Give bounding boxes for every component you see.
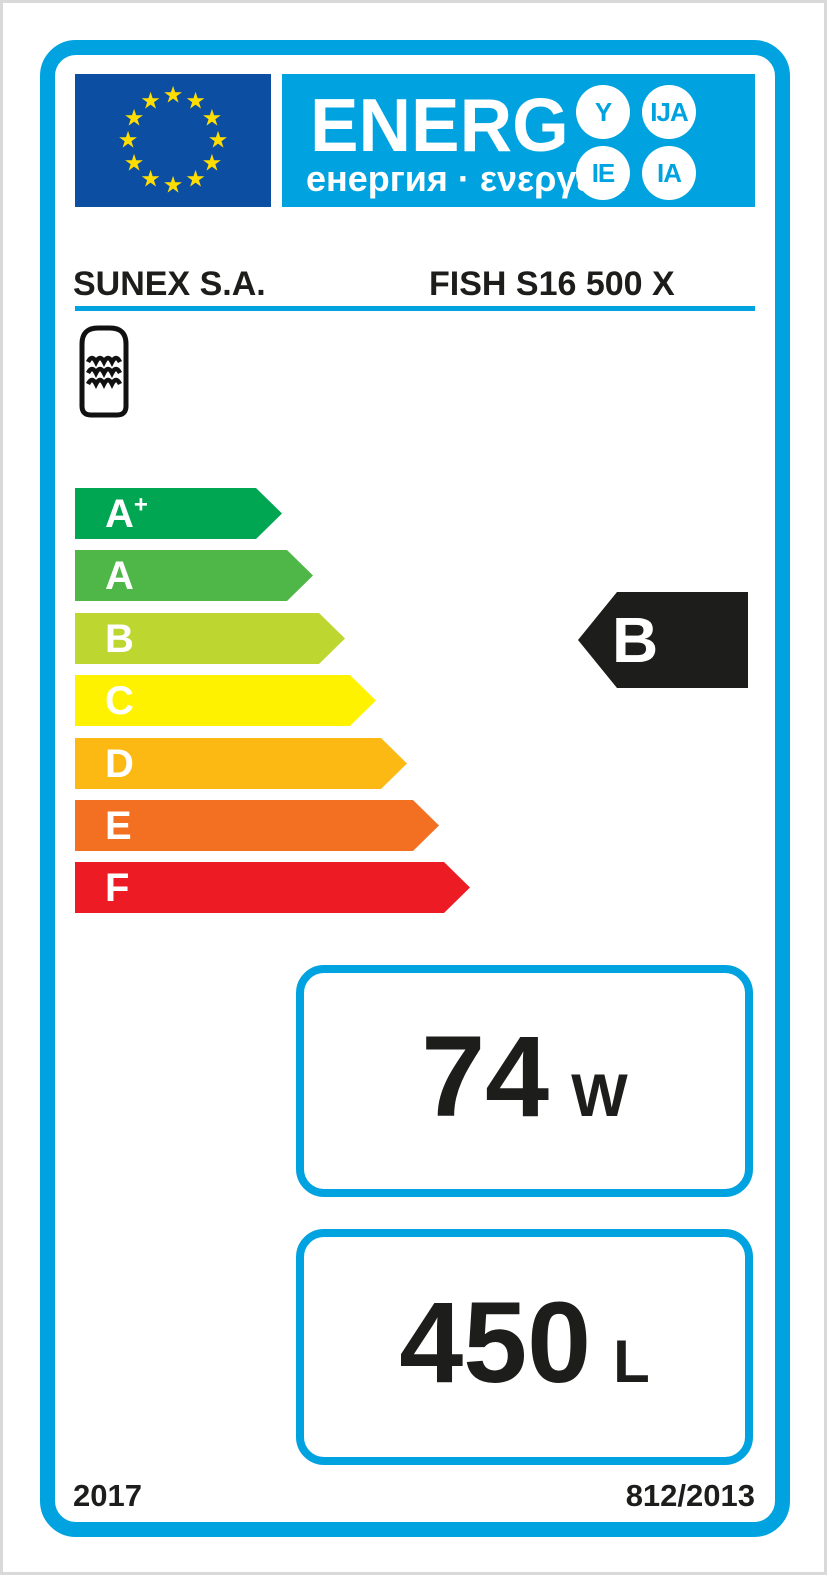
standing-loss-box: 74 W	[296, 965, 753, 1197]
language-badge-y: Y	[576, 85, 630, 139]
eu-star-icon: ★	[117, 126, 139, 153]
eu-star-icon: ★	[201, 104, 223, 130]
grade-letter: A+	[105, 491, 148, 536]
energy-logo-subtitle: енергия · ενεργεια	[306, 158, 626, 200]
eu-star-icon: ★	[140, 87, 161, 114]
standing-loss-unit: W	[571, 1062, 628, 1129]
rating-arrow-e: E	[75, 800, 439, 851]
regulation-number: 812/2013	[625, 1478, 755, 1513]
storage-volume-unit: L	[613, 1328, 650, 1395]
eu-flag: ★ ★ ★ ★ ★ ★ ★ ★ ★ ★ ★ ★	[75, 74, 271, 207]
rating-indicator-arrow: B	[578, 592, 748, 688]
eu-star-icon: ★	[162, 81, 184, 108]
eu-star-icon: ★	[140, 165, 161, 192]
grade-superscript: +	[133, 491, 148, 519]
grade-letter: F	[105, 865, 130, 910]
standing-loss-text: 74 W	[421, 1011, 628, 1143]
language-badge-ie: IE	[576, 146, 630, 200]
model-name: FISH S16 500 X	[429, 265, 675, 303]
hot-water-storage-tank-icon	[78, 324, 130, 420]
eu-star-icon: ★	[201, 149, 223, 175]
selected-grade-letter: B	[612, 604, 659, 676]
rating-arrow-a: A	[75, 550, 313, 601]
grade-letter: A	[105, 553, 134, 598]
eu-star-icon: ★	[162, 171, 184, 198]
grade-letter: E	[105, 803, 132, 848]
rating-arrow-c: C	[75, 675, 376, 726]
grade-letter: B	[105, 616, 134, 661]
label-year: 2017	[73, 1478, 142, 1513]
standing-loss-value: 74	[421, 1013, 550, 1141]
energy-logo-text: ENERG	[310, 83, 569, 167]
eu-star-icon: ★	[185, 87, 206, 114]
grade-letter: C	[105, 678, 134, 723]
energy-logo-box: ENERG енергия · ενεργεια Y IJA IE IA	[282, 74, 755, 207]
rating-arrow-d: D	[75, 738, 407, 789]
rating-arrow-b: B	[75, 613, 345, 664]
language-badge-ija: IJA	[642, 85, 696, 139]
rating-arrow-a-plus: A+	[75, 488, 282, 539]
header-divider	[75, 306, 755, 311]
rating-arrow-f: F	[75, 862, 470, 913]
language-badge-ia: IA	[642, 146, 696, 200]
eu-star-icon: ★	[123, 104, 145, 130]
storage-volume-text: 450 L	[399, 1277, 650, 1409]
eu-star-icon: ★	[185, 165, 206, 192]
grade-letter: D	[105, 741, 134, 786]
eu-star-icon: ★	[207, 126, 229, 153]
supplier-name: SUNEX S.A.	[73, 265, 266, 303]
eu-star-icon: ★	[123, 149, 145, 175]
storage-volume-value: 450	[399, 1279, 592, 1407]
storage-volume-box: 450 L	[296, 1229, 753, 1465]
